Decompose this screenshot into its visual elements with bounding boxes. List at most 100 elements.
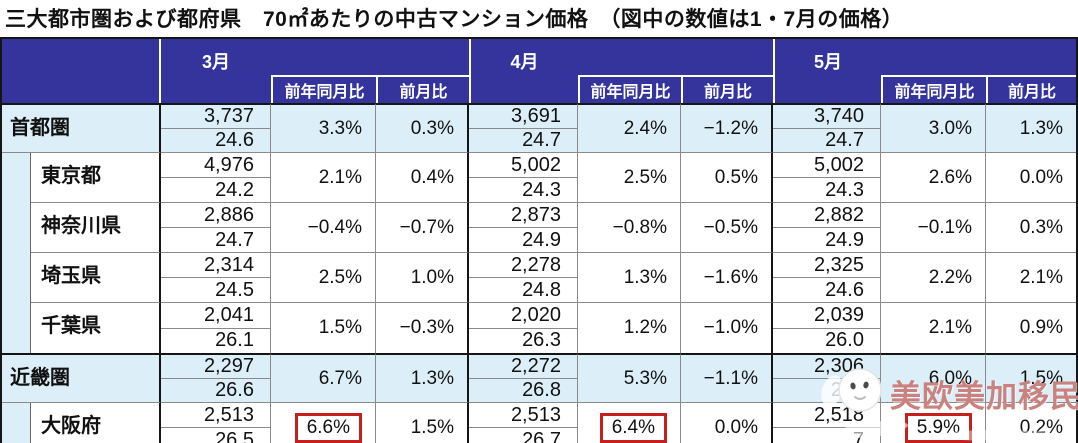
- subheader-yoy: 前年同月比: [881, 75, 986, 103]
- mom-value: −0.7%: [376, 203, 469, 253]
- price-cell: 2,873 24.9: [469, 203, 578, 253]
- price-sub-value: 24.5: [215, 278, 254, 301]
- price-value: 2,886: [161, 203, 270, 228]
- mom-value: −0.3%: [376, 303, 469, 353]
- price-sub-value: 26.5: [215, 428, 254, 443]
- row-label: 首都圏: [2, 103, 161, 153]
- price-cell: 3,691 24.7: [469, 103, 578, 153]
- yoy-value: 1.3%: [578, 253, 681, 303]
- yoy-value: −0.4%: [271, 203, 376, 253]
- mom-value: 0.4%: [376, 153, 469, 203]
- price-sub-value: 24.6: [215, 129, 254, 151]
- mom-value: 1.0%: [376, 253, 469, 303]
- price-cell: 2,020 26.3: [469, 303, 578, 353]
- price-sub-value: 24.8: [522, 278, 561, 301]
- price-value: 2,873: [469, 203, 577, 228]
- row-indent-strip: [2, 253, 31, 303]
- price-cell: 2,882 24.9: [773, 203, 881, 253]
- mom-value: −0.5%: [681, 203, 773, 253]
- watermark-smudge: [938, 430, 1058, 441]
- price-value: 2,314: [161, 253, 270, 278]
- mom-value: 0.5%: [681, 153, 773, 203]
- row-indent-strip: [2, 203, 31, 253]
- price-cell: 2,039 26.0: [773, 303, 881, 353]
- yoy-value: 1.5%: [271, 303, 376, 353]
- watermark-face-icon: [838, 368, 882, 412]
- price-cell: 2,513 26.5: [161, 403, 271, 443]
- price-sub-value: 26.3: [522, 329, 561, 352]
- price-cell: 4,976 24.2: [161, 153, 271, 203]
- price-cell: 2,314 24.5: [161, 253, 271, 303]
- row-label: 神奈川県: [31, 203, 161, 253]
- price-sub-value: 26.0: [825, 329, 864, 352]
- mom-value: 0.3%: [986, 203, 1076, 253]
- price-cell: 2,041 26.1: [161, 303, 271, 353]
- price-sub-value: 24.2: [215, 178, 254, 201]
- yoy-value: 2.6%: [881, 153, 986, 203]
- price-value: 2,041: [161, 303, 270, 329]
- watermark-text: 美欧美加移民: [890, 379, 1078, 414]
- mom-value: −1.0%: [681, 303, 773, 353]
- subheader-yoy: 前年同月比: [578, 75, 681, 103]
- subheader-yoy: 前年同月比: [271, 75, 376, 103]
- price-value: 3,691: [469, 105, 577, 129]
- price-sub-value: 24.9: [825, 228, 864, 251]
- price-cell: 5,002 24.3: [469, 153, 578, 203]
- price-sub-value: 24.7: [215, 228, 254, 251]
- yoy-value: 2.1%: [881, 303, 986, 353]
- price-sub-value: 26.7: [522, 428, 561, 443]
- highlight-box: 6.6%: [294, 412, 362, 443]
- yoy-value: −0.1%: [881, 203, 986, 253]
- mom-value: −1.2%: [681, 103, 773, 153]
- yoy-value: 2.1%: [271, 153, 376, 203]
- yoy-value: 6.6%: [271, 403, 376, 443]
- price-sub-value: 26.1: [215, 329, 254, 352]
- highlight-box: 6.4%: [599, 412, 667, 443]
- price-value: 2,272: [469, 355, 577, 379]
- price-cell: 5,002 24.3: [773, 153, 881, 203]
- page-title: 三大都市圏および都府県 70㎡あたりの中古マンション価格 （図中の数値は1・7月…: [5, 8, 904, 31]
- yoy-value: 6.0%: [881, 353, 986, 403]
- header-corner: [2, 39, 161, 103]
- yoy-value: 1.2%: [578, 303, 681, 353]
- price-sub-value: 24.3: [522, 178, 561, 201]
- mom-value: 0.9%: [1019, 317, 1063, 338]
- subheader-mom: 前月比: [681, 75, 773, 103]
- mom-value: 0.0%: [681, 403, 773, 443]
- price-cell: 2,886 24.7: [161, 203, 271, 253]
- subheader-mom: 前月比: [376, 75, 469, 103]
- price-value: 2,297: [161, 355, 270, 379]
- mom-value: −1.6%: [681, 253, 773, 303]
- subheader-mom: 前月比: [986, 75, 1076, 103]
- month-header-april: 4月: [469, 39, 578, 103]
- row-label: 近畿圏: [2, 353, 161, 403]
- price-cell: 2,513 26.7: [469, 403, 578, 443]
- mom-value: 0.2%: [986, 403, 1076, 443]
- price-sub-value: 24.7: [522, 129, 561, 151]
- yoy-value: 3.0%: [881, 103, 986, 153]
- yoy-value: 2.5%: [271, 253, 376, 303]
- price-value: 2,325: [773, 253, 880, 278]
- row-indent-strip: [2, 303, 31, 353]
- price-value: 2,513: [469, 403, 577, 428]
- price-cell: 3,737 24.6: [161, 103, 271, 153]
- yoy-value: 6.4%: [578, 403, 681, 443]
- mom-value: 2.1%: [986, 253, 1076, 303]
- price-sub-value: 24.9: [522, 228, 561, 251]
- price-value: 2,020: [469, 303, 577, 329]
- mom-value: 1.3%: [376, 353, 469, 403]
- yoy-value: 3.3%: [271, 103, 376, 153]
- price-cell: 2,325 24.6: [773, 253, 881, 303]
- header-band: [578, 39, 773, 75]
- price-value: 3,740: [773, 105, 880, 129]
- price-cell: 2,297 26.6: [161, 353, 271, 403]
- price-cell: 2,272 26.8: [469, 353, 578, 403]
- price-cell: 3,740 24.7: [773, 103, 881, 153]
- price-sub-value: 24.3: [825, 178, 864, 201]
- mom-value: 1.3%: [986, 103, 1076, 153]
- price-sub-value: 24.7: [825, 129, 864, 151]
- price-cell: 2,278 24.8: [469, 253, 578, 303]
- price-value: 2,513: [161, 403, 270, 428]
- month-header-may: 5月: [773, 39, 881, 103]
